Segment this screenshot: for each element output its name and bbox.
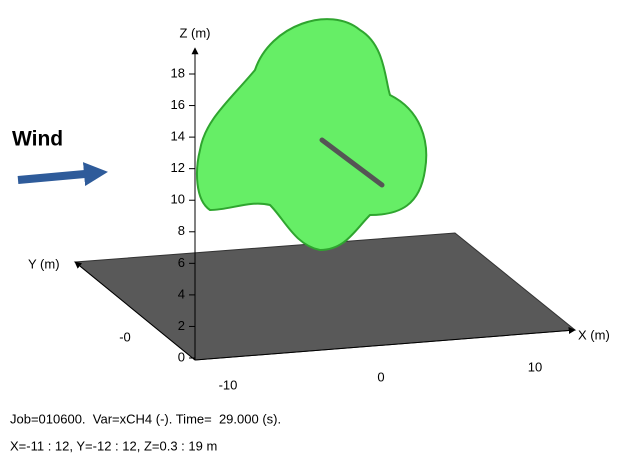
- caption-line: X=-11 : 12, Y=-12 : 12, Z=0.3 : 19 m: [10, 438, 217, 453]
- y-axis: [74, 261, 196, 361]
- y-tick-label: -0: [119, 329, 131, 344]
- z-tick-label: 0: [178, 349, 185, 364]
- z-tick-label: 10: [171, 192, 185, 207]
- z-tick-label: 14: [171, 129, 185, 144]
- release-pipe: [319, 137, 385, 188]
- x-tick-label: 10: [528, 359, 542, 374]
- caption-line: Job=010600. Var=xCH4 (-). Time= 29.000 (…: [10, 411, 281, 426]
- x-tick-label: 0: [377, 369, 384, 384]
- ground-plane: [73, 232, 577, 361]
- x-tick-label: -10: [219, 377, 238, 392]
- wind-label: Wind: [12, 128, 63, 151]
- x-axis-label: X (m): [578, 327, 610, 342]
- x-axis: [194, 327, 576, 361]
- z-tick-label: 18: [171, 65, 185, 80]
- z-tick-label: 8: [178, 223, 185, 238]
- gas-cloud: [196, 18, 428, 252]
- z-tick-label: 16: [171, 97, 185, 112]
- z-tick-label: 4: [178, 286, 185, 301]
- z-axis-label: Z (m): [179, 25, 210, 40]
- z-ticks: 0 2 4 6 8 10 12 14 16 18: [171, 65, 195, 364]
- z-tick-label: 6: [178, 255, 185, 270]
- z-tick-label: 12: [171, 160, 185, 175]
- z-tick-label: 2: [178, 318, 185, 333]
- wind-arrow: [17, 162, 108, 187]
- y-axis-label: Y (m): [28, 256, 60, 271]
